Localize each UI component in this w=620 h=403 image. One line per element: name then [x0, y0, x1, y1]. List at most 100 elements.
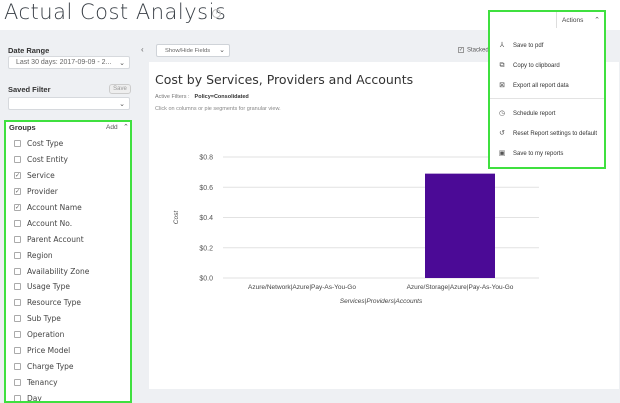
actions-dropdown: Actions ⌃ ⅄ Save to pdf ⧉ Copy to clipboard… [488, 10, 606, 169]
group-item-label: Resource Type [27, 298, 82, 308]
chevron-up-icon: ⌃ [594, 17, 600, 24]
active-filters-label: Active Filters : [155, 94, 190, 100]
group-checkbox[interactable] [14, 283, 21, 291]
action-item-label: Schedule report [513, 111, 556, 117]
group-checkbox[interactable] [14, 378, 21, 386]
date-range-select[interactable]: Last 30 days: 2017-09-09 - 2... ⌄ [8, 56, 130, 69]
group-item-label: Account No. [27, 218, 73, 228]
add-group-button[interactable]: Add [106, 124, 118, 131]
action-item[interactable]: ⧉ Copy to clipboard [498, 62, 560, 70]
group-item-label: Region [27, 250, 53, 260]
chevron-down-icon: ⌄ [219, 47, 225, 54]
group-checkbox[interactable]: ✓ [14, 172, 21, 180]
y-tick-label: $0.4 [199, 215, 213, 222]
reset-icon: ↺ [499, 130, 505, 137]
group-item[interactable]: ✓ Service [6, 168, 130, 184]
show-hide-fields-select[interactable]: Show/Hide Fields ⌄ [156, 44, 230, 57]
group-checkbox[interactable] [14, 347, 21, 355]
export-icon: ⊠ [499, 82, 505, 89]
saved-filter-label: Saved Filter [8, 85, 51, 94]
stacked-checkbox[interactable]: ✓ [458, 47, 464, 53]
group-item-label: Cost Type [27, 139, 64, 149]
actions-button[interactable]: Actions ⌃ [556, 12, 606, 28]
group-item-label: Account Name [27, 203, 82, 212]
group-item-label: Cost Entity [27, 155, 68, 165]
chevron-down-icon: ⌄ [119, 60, 125, 67]
group-checkbox[interactable] [14, 362, 21, 370]
group-item[interactable]: Availability Zone [6, 263, 130, 279]
group-item[interactable]: Account No. [6, 215, 130, 231]
active-filters-value: Policy=Consolidated [194, 94, 249, 100]
bar [425, 173, 495, 278]
group-list: Cost Type Cost Entity ✓ Service ✓ Provider ✓ Ac… [6, 136, 130, 401]
group-item[interactable]: Operation [6, 327, 130, 343]
group-checkbox[interactable] [14, 394, 21, 401]
show-hide-fields-label: Show/Hide Fields [165, 48, 211, 54]
group-item[interactable]: Charge Type [6, 358, 130, 374]
group-item[interactable]: Cost Type [6, 136, 130, 152]
y-tick-label: $0.6 [199, 185, 213, 192]
action-item[interactable]: ⊠ Export all report data [498, 82, 569, 90]
group-item[interactable]: Price Model [6, 343, 130, 359]
group-checkbox[interactable] [14, 315, 21, 323]
group-checkbox[interactable]: ✓ [14, 188, 21, 196]
action-item[interactable]: ↺ Reset Report settings to default [498, 130, 597, 138]
saved-filter-select[interactable]: ⌄ [8, 97, 130, 110]
action-item-label: Save to pdf [513, 43, 544, 49]
active-filters: Active Filters : Policy=Consolidated [155, 94, 249, 100]
group-item[interactable]: Usage Type [6, 279, 130, 295]
group-item[interactable]: Sub Type [6, 311, 130, 327]
group-checkbox[interactable] [14, 267, 21, 275]
group-checkbox[interactable]: ✓ [14, 204, 21, 211]
clipboard-icon: ⧉ [499, 62, 505, 69]
y-tick-label: $0.2 [199, 245, 213, 252]
group-checkbox[interactable] [14, 156, 21, 164]
group-item[interactable]: ✓ Account Name [6, 200, 130, 216]
action-item[interactable]: ◷ Schedule report [498, 110, 555, 118]
group-checkbox[interactable] [14, 235, 21, 243]
groups-label: Groups [9, 123, 36, 132]
cost-bar-chart: $0.0 $0.2 $0.4 $0.6 $0.8 Azure/Network|Azure|… [173, 155, 539, 305]
date-range-value: Last 30 days: 2017-09-09 - 2... [16, 59, 112, 66]
group-item-label: Usage Type [27, 282, 70, 292]
group-checkbox[interactable] [14, 251, 21, 259]
group-item[interactable]: ✓ Provider [6, 184, 130, 200]
group-item[interactable]: Parent Account [6, 231, 130, 247]
group-checkbox[interactable] [14, 331, 21, 339]
group-item[interactable]: Day [6, 390, 130, 401]
page-title: Actual Cost Analysis [4, 0, 227, 24]
action-item[interactable]: ⅄ Save to pdf [498, 42, 544, 50]
y-tick-label: $0.8 [199, 155, 213, 162]
group-checkbox[interactable] [14, 219, 21, 227]
y-axis-label: Cost [173, 210, 180, 225]
group-checkbox[interactable] [14, 140, 21, 148]
pdf-icon: ⅄ [499, 42, 505, 49]
group-item[interactable]: Cost Entity [6, 152, 130, 168]
menu-divider [490, 98, 604, 99]
group-item-label: Sub Type [27, 314, 61, 324]
group-item[interactable]: Resource Type [6, 295, 130, 311]
collapse-sidebar-icon[interactable]: ‹ [141, 45, 144, 54]
group-item[interactable]: Tenancy [6, 374, 130, 390]
group-item[interactable]: Region [6, 247, 130, 263]
action-item[interactable]: ▣ Save to my reports [498, 150, 564, 158]
group-item-label: Tenancy [27, 377, 58, 387]
chevron-up-icon[interactable]: ⌃ [123, 124, 129, 131]
chart-title: Cost by Services, Providers and Accounts [155, 72, 414, 87]
action-item-label: Export all report data [513, 83, 569, 89]
filter-sidebar: Date Range Last 30 days: 2017-09-09 - 2.… [3, 38, 133, 403]
stacked-toggle[interactable]: ✓ Stacked [458, 47, 489, 54]
actions-button-label: Actions [562, 17, 584, 24]
info-icon[interactable] [212, 9, 221, 18]
x-tick-label: Azure/Storage|Azure|Pay-As-You-Go [407, 284, 514, 291]
group-item-label: Service [27, 171, 55, 181]
action-item-label: Save to my reports [513, 151, 564, 157]
action-item-label: Copy to clipboard [513, 63, 560, 69]
group-checkbox[interactable] [14, 299, 21, 307]
save-filter-button[interactable]: Save [109, 84, 131, 94]
group-item-label: Parent Account [27, 234, 84, 244]
clock-icon: ◷ [498, 110, 506, 117]
x-tick-label: Azure/Network|Azure|Pay-As-You-Go [248, 284, 356, 291]
action-item-label: Reset Report settings to default [513, 131, 598, 137]
group-item-label: Price Model [27, 346, 71, 356]
